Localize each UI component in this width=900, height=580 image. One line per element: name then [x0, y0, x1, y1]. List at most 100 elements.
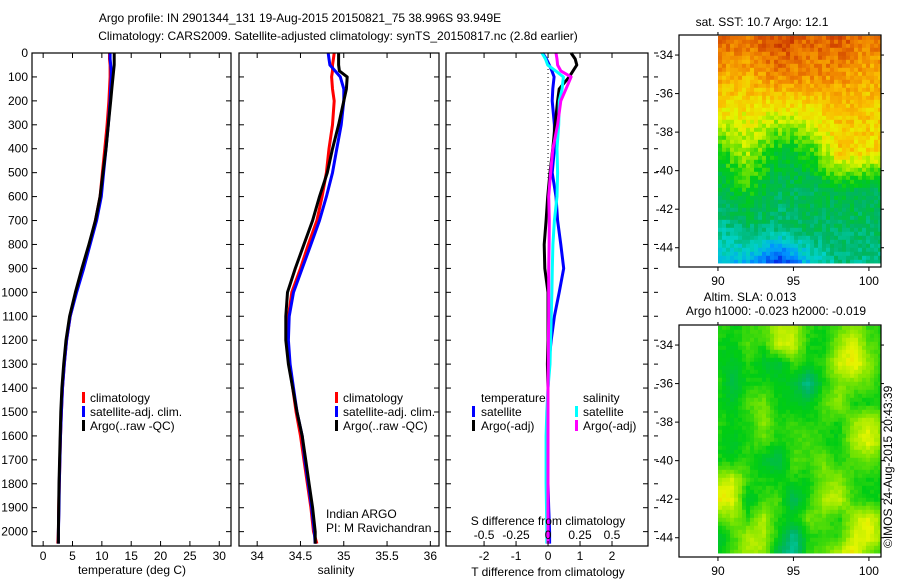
heatmap-cell — [838, 369, 843, 375]
heatmap-cell — [746, 361, 751, 367]
heatmap-cell — [858, 449, 863, 455]
heatmap-cell — [770, 513, 775, 519]
heatmap-cell — [806, 195, 811, 201]
heatmap-cell — [754, 417, 759, 423]
heatmap-cell — [738, 341, 743, 347]
heatmap-cell — [738, 135, 743, 141]
heatmap-cell — [794, 143, 799, 149]
heatmap-cell — [878, 259, 882, 264]
heatmap-cell — [730, 75, 735, 81]
heatmap-cell — [794, 107, 799, 113]
heatmap-cell — [870, 135, 875, 141]
heatmap-cell — [842, 437, 847, 443]
map-y-tick-label: -40 — [656, 164, 674, 178]
heatmap-cell — [762, 365, 767, 371]
heatmap-cell — [782, 549, 787, 554]
heatmap-cell — [818, 151, 823, 157]
sst-map-frame — [678, 34, 882, 268]
heatmap-cell — [782, 71, 787, 77]
heatmap-cell — [834, 239, 839, 245]
heatmap-cell — [794, 413, 799, 419]
heatmap-cell — [838, 255, 843, 261]
heatmap-cell — [770, 107, 775, 113]
heatmap-cell — [722, 377, 727, 383]
heatmap-cell — [814, 349, 819, 355]
heatmap-cell — [854, 51, 859, 57]
heatmap-cell — [758, 473, 763, 479]
heatmap-cell — [846, 79, 851, 85]
heatmap-cell — [842, 397, 847, 403]
heatmap-cell — [774, 549, 779, 554]
x-tick-label: 30 — [213, 549, 227, 563]
heatmap-cell — [742, 219, 747, 225]
heatmap-cell — [846, 199, 851, 205]
heatmap-cell — [754, 389, 759, 395]
heatmap-cell — [870, 159, 875, 165]
heatmap-cell — [858, 461, 863, 467]
heatmap-cell — [742, 231, 747, 237]
heatmap-cell — [802, 135, 807, 141]
heatmap-cell — [834, 333, 839, 339]
heatmap-cell — [750, 247, 755, 253]
heatmap-cell — [750, 139, 755, 145]
heatmap-cell — [862, 417, 867, 423]
heatmap-cell — [854, 83, 859, 89]
heatmap-cell — [750, 517, 755, 523]
heatmap-cell — [842, 179, 847, 185]
heatmap-cell — [730, 167, 735, 173]
heatmap-cell — [718, 465, 723, 471]
heatmap-cell — [774, 513, 779, 519]
heatmap-cell — [862, 79, 867, 85]
heatmap-cell — [758, 533, 763, 539]
heatmap-cell — [842, 449, 847, 455]
heatmap-cell — [850, 465, 855, 471]
heatmap-cell — [750, 333, 755, 339]
heatmap-cell — [822, 135, 827, 141]
heatmap-cell — [798, 425, 803, 431]
heatmap-cell — [822, 545, 827, 551]
heatmap-cell — [746, 183, 751, 189]
heatmap-cell — [858, 231, 863, 237]
heatmap-cell — [850, 433, 855, 439]
heatmap-cell — [750, 243, 755, 249]
heatmap-cell — [730, 413, 735, 419]
heatmap-cell — [838, 39, 843, 45]
heatmap-cell — [826, 469, 831, 475]
heatmap-cell — [838, 111, 843, 117]
heatmap-cell — [750, 91, 755, 97]
heatmap-cell — [866, 167, 871, 173]
heatmap-cell — [790, 163, 795, 169]
heatmap-cell — [786, 533, 791, 539]
heatmap-cell — [842, 497, 847, 503]
heatmap-cell — [770, 71, 775, 77]
heatmap-cell — [806, 461, 811, 467]
heatmap-cell — [786, 215, 791, 221]
heatmap-cell — [734, 103, 739, 109]
heatmap-cell — [742, 215, 747, 221]
heatmap-cell — [758, 39, 763, 45]
heatmap-cell — [822, 87, 827, 93]
heatmap-cell — [842, 457, 847, 463]
heatmap-cell — [806, 239, 811, 245]
heatmap-cell — [730, 425, 735, 431]
heatmap-cell — [730, 99, 735, 105]
heatmap-cell — [802, 485, 807, 491]
heatmap-cell — [818, 429, 823, 435]
heatmap-cell — [798, 227, 803, 233]
heatmap-cell — [770, 231, 775, 237]
heatmap-cell — [822, 437, 827, 443]
heatmap-cell — [854, 119, 859, 125]
heatmap-cell — [842, 337, 847, 343]
heatmap-cell — [870, 517, 875, 523]
heatmap-cell — [782, 461, 787, 467]
heatmap-cell — [830, 127, 835, 133]
heatmap-cell — [858, 373, 863, 379]
heatmap-cell — [778, 341, 783, 347]
heatmap-cell — [850, 533, 855, 539]
heatmap-cell — [726, 353, 731, 359]
heatmap-cell — [866, 139, 871, 145]
heatmap-cell — [774, 425, 779, 431]
heatmap-cell — [818, 357, 823, 363]
heatmap-cell — [758, 35, 763, 41]
heatmap-cell — [834, 437, 839, 443]
